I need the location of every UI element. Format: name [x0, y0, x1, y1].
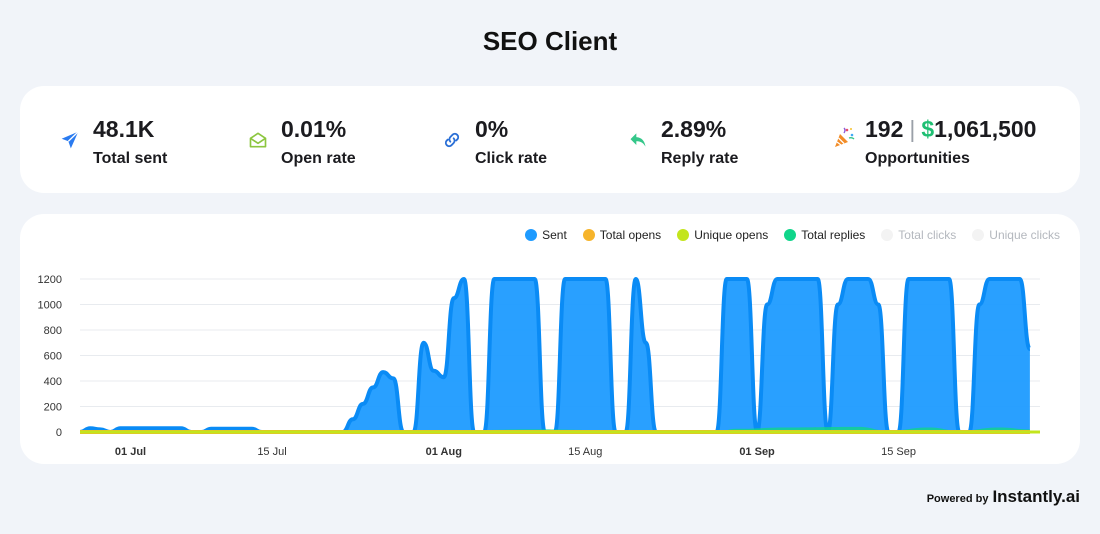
legend-item-unique-opens[interactable]: Unique opens — [677, 228, 768, 242]
brand-logo-text[interactable]: Instantly.ai — [992, 487, 1080, 506]
legend-swatch — [784, 229, 797, 241]
chart-legend: Sent Total opens Unique opens Total replies… — [525, 228, 1060, 242]
x-tick-label: 01 Jul — [115, 446, 146, 458]
legend-item-unique-clicks[interactable]: Unique clicks — [972, 228, 1060, 242]
x-tick-label: 15 Aug — [568, 446, 602, 458]
area-chart: 0 200 400 600 800 1000 1200 01 Jul 15 Jul 01 Aug 1… — [38, 274, 1040, 458]
stat-value: 192 | $1,061,500 — [865, 116, 1036, 143]
legend-label: Total opens — [599, 228, 662, 242]
page-title: SEO Client — [482, 26, 618, 56]
stat-label: Opportunities — [865, 150, 970, 167]
stat-value: 2.89% — [661, 116, 727, 142]
y-tick-label: 400 — [44, 376, 62, 388]
x-tick-label: 01 Sep — [739, 446, 775, 458]
series-line-sent — [79, 277, 1032, 434]
x-tick-label: 01 Aug — [426, 446, 462, 458]
powered-by-footer: Powered by Instantly.ai — [927, 487, 1080, 507]
legend-label: Sent — [542, 228, 567, 242]
legend-item-total-clicks[interactable]: Total clicks — [881, 228, 956, 242]
legend-swatch — [881, 229, 894, 241]
x-tick-label: 15 Sep — [881, 446, 916, 458]
link-icon — [444, 132, 460, 148]
opportunities-count: 192 — [865, 116, 904, 142]
legend-item-total-replies[interactable]: Total replies — [784, 228, 865, 242]
powered-by-text: Powered by — [926, 493, 989, 505]
legend-label: Total replies — [801, 228, 866, 242]
stat-label: Open rate — [281, 150, 356, 167]
y-tick-label: 0 — [56, 427, 62, 439]
legend-swatch — [972, 229, 985, 241]
legend-item-total-opens[interactable]: Total opens — [582, 228, 662, 242]
legend-label: Unique opens — [694, 228, 769, 242]
y-tick-label: 800 — [44, 325, 62, 337]
envelope-open-icon — [249, 132, 267, 148]
stat-label: Total sent — [93, 150, 168, 167]
legend-swatch — [677, 229, 690, 241]
chart-card: 0 200 400 600 800 1000 1200 01 Jul 15 Jul 01 Aug 1… — [20, 214, 1080, 464]
legend-item-sent[interactable]: Sent — [525, 228, 567, 242]
stat-value: 0.01% — [281, 116, 347, 142]
value-separator: | — [909, 116, 916, 142]
y-tick-label: 600 — [44, 351, 62, 363]
opportunities-value: 1,061,500 — [934, 116, 1037, 142]
legend-label: Total clicks — [898, 228, 957, 242]
series-area-sent — [80, 279, 1030, 432]
legend-label: Unique clicks — [989, 228, 1060, 242]
stat-label: Click rate — [475, 150, 548, 167]
stat-value: 0% — [475, 116, 509, 142]
stats-card: 48.1K Total sent 0.01% Open rate 0% Clic… — [20, 86, 1080, 193]
stat-label: Reply rate — [661, 150, 739, 167]
legend-swatch — [582, 229, 595, 241]
party-popper-icon — [835, 127, 855, 147]
stat-value: 48.1K — [93, 116, 155, 142]
dollar-sign: $ — [921, 116, 935, 142]
paper-plane-icon — [61, 131, 79, 149]
reply-icon — [630, 133, 646, 147]
legend-swatch — [525, 229, 538, 241]
y-tick-label: 200 — [44, 402, 62, 414]
y-tick-label: 1200 — [38, 274, 62, 286]
y-tick-label: 1000 — [38, 300, 62, 312]
x-tick-label: 15 Jul — [257, 446, 286, 458]
